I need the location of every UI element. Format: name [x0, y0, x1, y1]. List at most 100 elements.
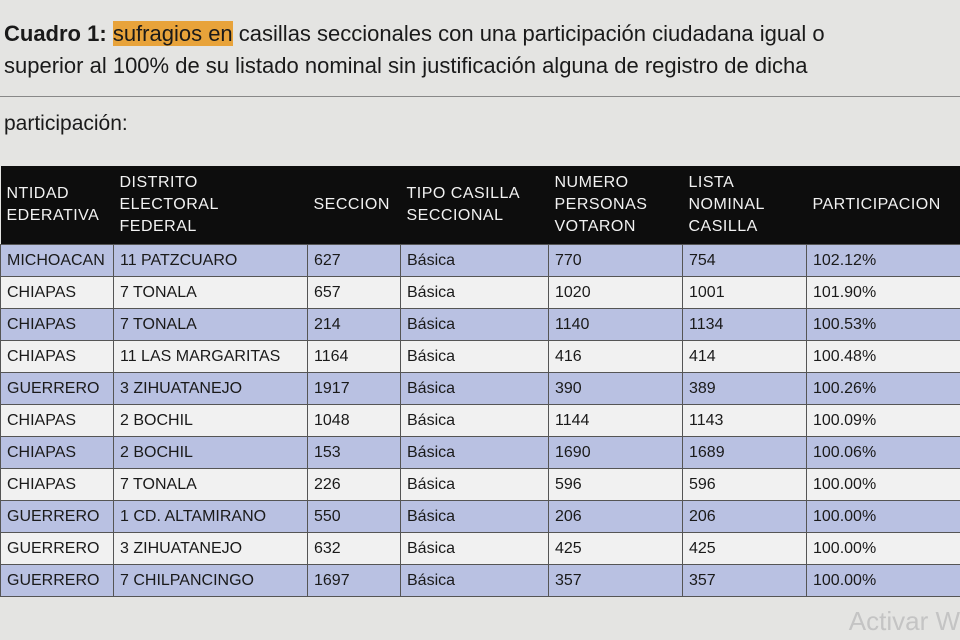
table-cell: Básica [400, 244, 549, 277]
column-header: TIPO CASILLA SECCIONAL [400, 166, 549, 245]
table-row: CHIAPAS 11 LAS MARGARITAS 1164 Básica 416 414… [0, 340, 960, 373]
highlight: sufragios en [112, 21, 233, 46]
table-cell: Básica [400, 532, 549, 565]
table-cell: 657 [307, 276, 401, 309]
table-row: GUERRERO 1 CD. ALTAMIRANO 550 Básica 206 206 1… [0, 500, 960, 533]
table-cell: 550 [307, 500, 401, 533]
table-row: MICHOACAN 11 PATZCUARO 627 Básica 770 754 102.… [0, 244, 960, 277]
table-cell: 1134 [682, 308, 807, 341]
heading-text: superior al 100% de su listado nominal s… [4, 53, 808, 78]
heading-label: Cuadro 1: [4, 21, 107, 46]
column-header: PARTICIPACION [806, 166, 960, 245]
column-header-line: PERSONAS [554, 196, 648, 213]
table-cell: 100.06% [806, 436, 960, 469]
table-cell: 7 TONALA [113, 276, 308, 309]
table-row: CHIAPAS 7 TONALA 657 Básica 1020 1001 101.90% [0, 276, 960, 309]
column-header-line: FEDERAL [119, 218, 197, 235]
table-cell: 596 [548, 468, 683, 501]
heading-text: casillas seccionales con una participaci… [238, 21, 825, 46]
column-header-line: SECCION [313, 196, 390, 213]
table-cell: CHIAPAS [0, 436, 114, 469]
table-row: GUERRERO 3 ZIHUATANEJO 632 Básica 425 425 100.… [0, 532, 960, 565]
table-row: CHIAPAS 7 TONALA 214 Básica 1140 1134 100.53% [0, 308, 960, 341]
table-cell: 1140 [548, 308, 683, 341]
table-cell: 389 [682, 372, 807, 405]
table-cell: GUERRERO [0, 564, 114, 597]
table-cell: 3 ZIHUATANEJO [113, 532, 308, 565]
table-cell: 1048 [307, 404, 401, 437]
header-row: NTIDAD EDERATIVA DISTRITO ELECTORAL FEDERAL S… [0, 166, 960, 245]
table-row: GUERRERO 7 CHILPANCINGO 1697 Básica 357 357 10… [0, 564, 960, 597]
table-cell: 226 [307, 468, 401, 501]
column-header-line: CASILLA [688, 218, 758, 235]
table-cell: 1689 [682, 436, 807, 469]
table-cell: 100.00% [806, 500, 960, 533]
table-cell: Básica [400, 340, 549, 373]
table-cell: 7 TONALA [113, 308, 308, 341]
table-cell: 357 [548, 564, 683, 597]
table-row: CHIAPAS 2 BOCHIL 153 Básica 1690 1689 100.06% [0, 436, 960, 469]
column-header: NUMERO PERSONAS VOTARON [548, 166, 683, 245]
table-cell: 1164 [307, 340, 401, 373]
table-cell: Básica [400, 276, 549, 309]
table-cell: 206 [548, 500, 683, 533]
table-cell: 100.53% [806, 308, 960, 341]
table-cell: 3 ZIHUATANEJO [113, 372, 308, 405]
table-row: CHIAPAS 2 BOCHIL 1048 Básica 1144 1143 100.09% [0, 404, 960, 437]
heading-text: participación: [4, 112, 128, 135]
table-cell: 2 BOCHIL [113, 404, 308, 437]
column-header: NTIDAD EDERATIVA [0, 166, 114, 245]
table-cell: 1 CD. ALTAMIRANO [113, 500, 308, 533]
table-cell: 1001 [682, 276, 807, 309]
table-cell: Básica [400, 308, 549, 341]
table-cell: 770 [548, 244, 683, 277]
table-cell: 11 LAS MARGARITAS [113, 340, 308, 373]
table-cell: GUERRERO [0, 372, 114, 405]
table-cell: 1144 [548, 404, 683, 437]
column-header: DISTRITO ELECTORAL FEDERAL [113, 166, 308, 245]
column-header-line: NOMINAL [688, 196, 765, 213]
table-cell: 102.12% [806, 244, 960, 277]
table-cell: 414 [682, 340, 807, 373]
table-cell: 425 [682, 532, 807, 565]
table-cell: 7 CHILPANCINGO [113, 564, 308, 597]
table-cell: Básica [400, 468, 549, 501]
table-cell: CHIAPAS [0, 276, 114, 309]
table-cell: 425 [548, 532, 683, 565]
table-cell: CHIAPAS [0, 468, 114, 501]
watermark: Activar W [848, 606, 960, 636]
table-cell: Básica [400, 404, 549, 437]
table-cell: 1690 [548, 436, 683, 469]
table-row: CHIAPAS 7 TONALA 226 Básica 596 596 100.00% [0, 468, 960, 501]
table-cell: 100.00% [806, 468, 960, 501]
table-cell: Básica [400, 372, 549, 405]
column-header-line: PARTICIPACION [812, 196, 941, 213]
table-cell: 7 TONALA [113, 468, 308, 501]
table-cell: 100.00% [806, 564, 960, 597]
table-cell: Básica [400, 564, 549, 597]
table-cell: 754 [682, 244, 807, 277]
table-cell: 153 [307, 436, 401, 469]
column-header-line: TIPO CASILLA [406, 185, 521, 202]
table-cell: 416 [548, 340, 683, 373]
table-cell: GUERRERO [0, 532, 114, 565]
table-cell: 100.09% [806, 404, 960, 437]
column-header: LISTA NOMINAL CASILLA [682, 166, 807, 245]
rule [0, 96, 960, 97]
table-cell: Básica [400, 500, 549, 533]
table-cell: CHIAPAS [0, 404, 114, 437]
table-cell: 214 [307, 308, 401, 341]
table-cell: Básica [400, 436, 549, 469]
column-header-line: LISTA [688, 174, 735, 191]
table-cell: 101.90% [806, 276, 960, 309]
table-cell: 2 BOCHIL [113, 436, 308, 469]
column-header-line: NTIDAD [6, 185, 70, 202]
table-cell: MICHOACAN [0, 244, 114, 277]
table-body: MICHOACAN 11 PATZCUARO 627 Básica 770 754 102.… [0, 244, 960, 597]
table-cell: 596 [682, 468, 807, 501]
column-header-line: EDERATIVA [6, 207, 100, 224]
column-header-line: NUMERO [554, 174, 629, 191]
table-cell: 1697 [307, 564, 401, 597]
table-cell: CHIAPAS [0, 308, 114, 341]
